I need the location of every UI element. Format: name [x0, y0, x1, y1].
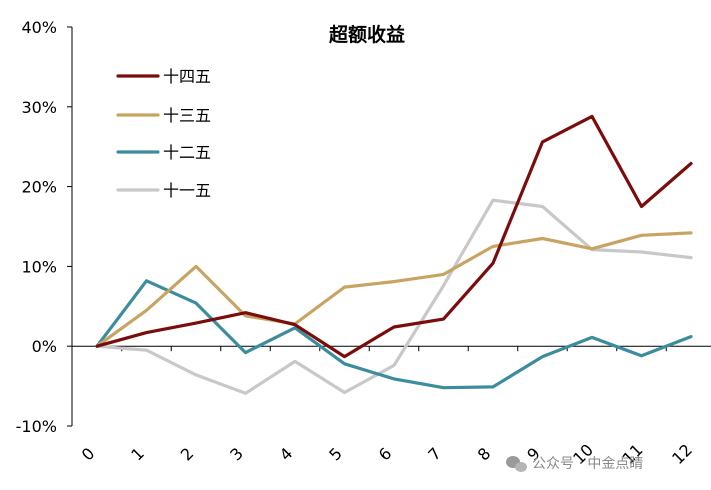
- series-lines: [95, 114, 693, 395]
- x-tick-label: 1: [127, 444, 148, 465]
- legend-item: 十三五: [116, 106, 211, 125]
- wechat-icon: [506, 456, 527, 472]
- legend-item: 十二五: [116, 143, 211, 162]
- chart-title: 超额收益: [328, 23, 405, 46]
- x-tick-label: 12: [668, 440, 696, 468]
- x-tick-label: 5: [325, 444, 346, 465]
- y-tick-label: 30%: [21, 98, 57, 117]
- y-tick-label: 0%: [32, 337, 57, 356]
- legend-item: 十四五: [116, 67, 211, 86]
- watermark: 公众号 · 中金点睛: [506, 456, 643, 472]
- legend-label: 十二五: [163, 143, 211, 162]
- x-tick-label: 3: [226, 444, 247, 465]
- legend-label: 十一五: [163, 181, 211, 200]
- watermark-text: 公众号 · 中金点睛: [532, 456, 643, 472]
- x-tick-label: 4: [276, 444, 297, 465]
- x-tick-label: 7: [424, 444, 445, 465]
- legend-item: 十一五: [116, 181, 211, 200]
- series-line-3: [95, 198, 693, 395]
- legend-label: 十三五: [163, 106, 211, 125]
- y-tick-label: 10%: [21, 257, 57, 276]
- axes: [67, 26, 711, 427]
- x-tick-label: 8: [474, 444, 495, 465]
- x-tick-label: 0: [78, 444, 99, 465]
- legend-label: 十四五: [163, 67, 211, 86]
- y-tick-label: 20%: [21, 178, 57, 197]
- y-tick-labels: -10% 0% 10% 20% 30% 40%: [16, 18, 57, 436]
- y-tick-label: 40%: [21, 18, 57, 37]
- series-line-0: [95, 114, 693, 359]
- series-line-1: [95, 231, 693, 348]
- x-tick-label: 6: [375, 444, 396, 465]
- y-tick-label: -10%: [16, 417, 57, 436]
- series-line-2: [95, 279, 693, 390]
- x-tick-label: 2: [177, 444, 198, 465]
